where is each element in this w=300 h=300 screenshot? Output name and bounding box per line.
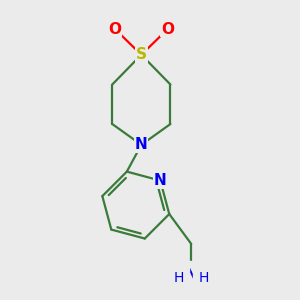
Text: N: N — [154, 173, 167, 188]
Text: O: O — [109, 22, 122, 37]
Text: H: H — [199, 271, 209, 285]
Text: O: O — [161, 22, 174, 37]
Text: N: N — [185, 267, 198, 282]
Text: N: N — [135, 137, 148, 152]
Text: H: H — [174, 271, 184, 285]
Text: S: S — [136, 47, 147, 62]
